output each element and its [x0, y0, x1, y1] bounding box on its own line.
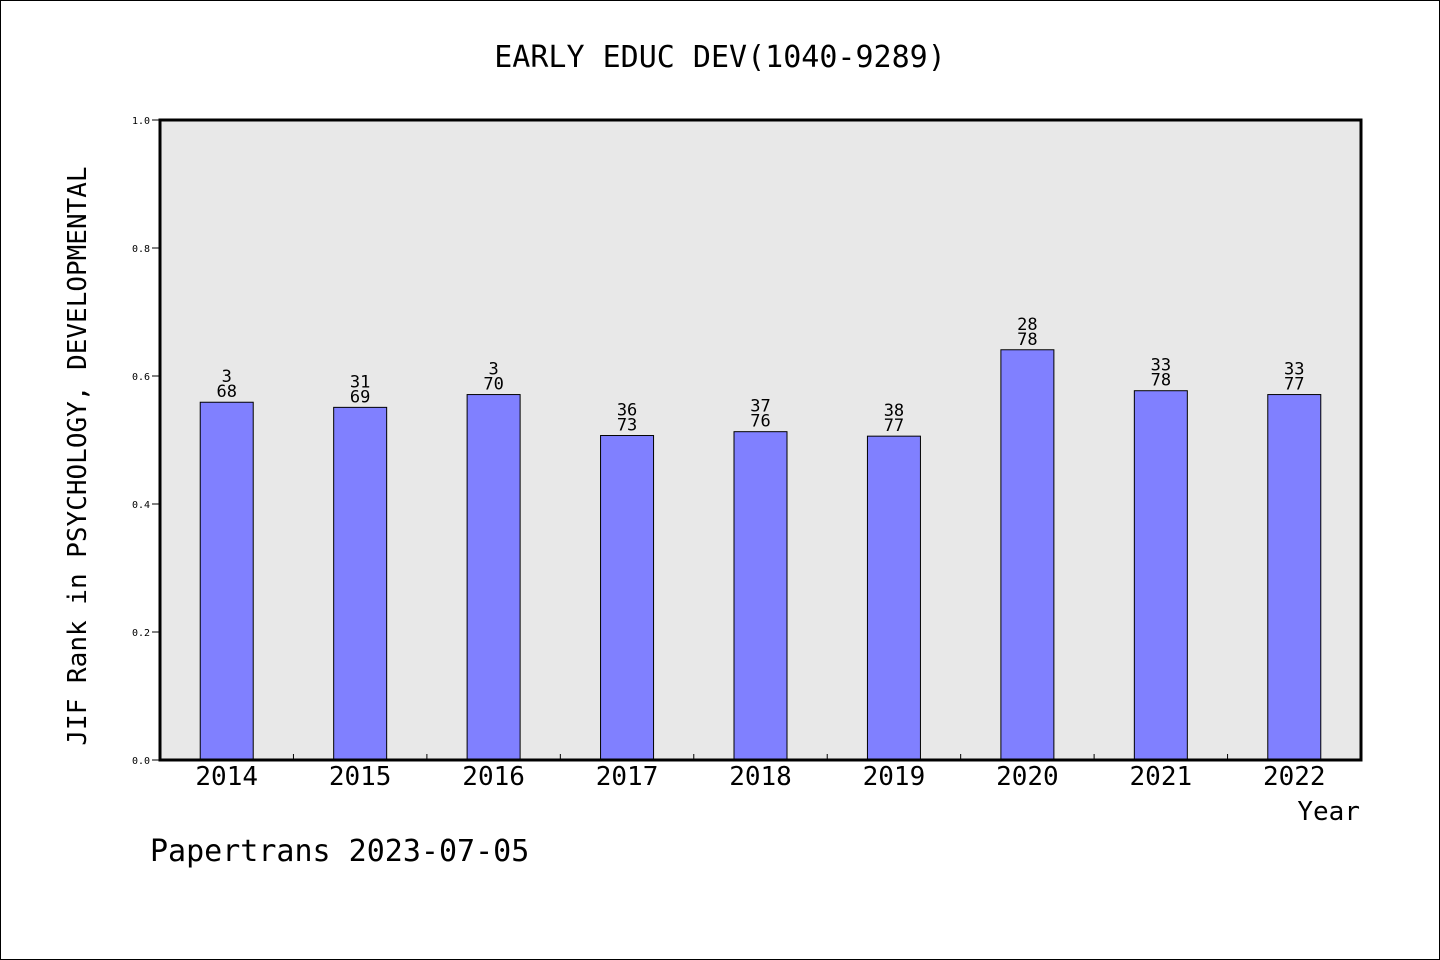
y-tick-label: 1.0	[132, 116, 150, 127]
bar-2016	[466, 394, 521, 761]
x-tick-label: 2019	[863, 762, 926, 792]
bar-label-total: 77	[884, 416, 904, 436]
bar-label-rank: 33	[1151, 356, 1171, 376]
bar-label-rank: 31	[350, 372, 370, 392]
y-axis-label: JIF Rank in PSYCHOLOGY, DEVELOPMENTAL	[63, 166, 93, 745]
x-tick-label: 2022	[1263, 762, 1326, 792]
bar-2017	[600, 435, 655, 761]
y-tick-label: 0.0	[132, 756, 150, 767]
y-axis-ticks: 0.0 0.2 0.4 0.6 0.8 1.0	[132, 116, 160, 767]
bar-label-total: 78	[1017, 330, 1037, 350]
bar-label-total: 73	[617, 416, 637, 436]
bar-label-total: 69	[350, 387, 370, 407]
x-axis-label: Year	[1297, 797, 1360, 827]
bars	[199, 349, 1322, 761]
x-tick-label: 2015	[329, 762, 392, 792]
bar-2022	[1267, 394, 1322, 761]
bar-label-total: 78	[1151, 371, 1171, 391]
bar-label-rank: 38	[884, 401, 904, 421]
bar-label-total: 77	[1284, 375, 1304, 395]
bar-label-rank: 36	[617, 401, 637, 421]
y-tick-label: 0.2	[132, 628, 150, 639]
bar-label-rank: 37	[750, 397, 770, 417]
bar-2018	[733, 431, 788, 761]
y-tick-label: 0.6	[132, 372, 150, 383]
plot-area	[158, 118, 1363, 762]
x-tick-label: 2017	[596, 762, 659, 792]
x-tick-label: 2021	[1130, 762, 1193, 792]
bar-label-rank: 3	[222, 367, 232, 387]
bar-label-total: 70	[483, 375, 503, 395]
footer-note: Papertrans 2023-07-05	[150, 834, 530, 869]
x-tick-label: 2020	[996, 762, 1059, 792]
bar-2020	[1000, 349, 1055, 761]
x-tick-label: 2016	[462, 762, 525, 792]
y-tick-label: 0.4	[132, 500, 150, 511]
x-tick-label: 2018	[729, 762, 792, 792]
bar-2021	[1133, 390, 1188, 761]
bar-2019	[866, 435, 921, 761]
bar-label-rank: 28	[1017, 315, 1037, 335]
bar-2015	[333, 406, 388, 761]
chart-title: EARLY EDUC DEV(1040-9289)	[494, 40, 946, 75]
x-axis-ticks: 2014 2015 2016 2017 2018 2019 2020 2021 2022	[195, 754, 1326, 792]
bar-label-rank: 3	[488, 360, 498, 380]
bar-label-total: 68	[216, 382, 236, 402]
x-tick-label: 2014	[195, 762, 258, 792]
bar-2014	[199, 401, 254, 761]
bar-label-rank: 33	[1284, 360, 1304, 380]
bar-label-total: 76	[750, 412, 770, 432]
y-tick-label: 0.8	[132, 244, 150, 255]
